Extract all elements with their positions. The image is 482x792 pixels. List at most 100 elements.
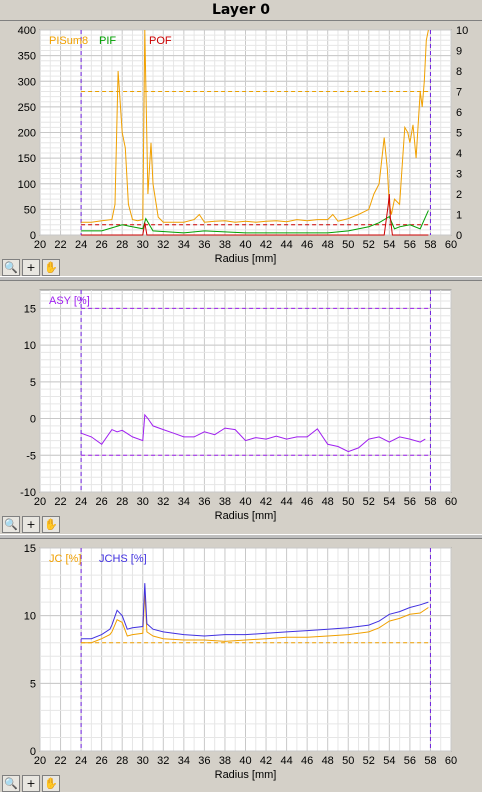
jc-chart[interactable]: 20 22 24 26 28 30 32 34 36 38 40 42 44 46 48 50 52 54 56 58… — [0, 539, 482, 791]
x-tick-label: 42 — [260, 496, 272, 508]
x-tick-label: 48 — [322, 755, 334, 767]
y2-tick-label: 4 — [456, 148, 462, 160]
legend-entry: JC [%] — [49, 553, 81, 565]
x-tick-label: 20 — [34, 239, 46, 251]
y-tick-label: 400 — [18, 25, 36, 37]
x-tick-label: 44 — [280, 496, 292, 508]
y2-tick-label: 7 — [456, 87, 462, 99]
x-tick-label: 50 — [342, 755, 354, 767]
x-tick-label: 58 — [424, 239, 436, 251]
y-tick-label: 0 — [30, 230, 36, 242]
x-tick-label: 44 — [280, 239, 292, 251]
x-tick-label: 42 — [260, 239, 272, 251]
legend-entry: PIF — [99, 35, 116, 47]
x-tick-label: 58 — [424, 755, 436, 767]
hand-icon[interactable]: ✋ — [42, 259, 60, 276]
y2-tick-label: 3 — [456, 169, 462, 181]
x-tick-label: 54 — [383, 239, 395, 251]
x-tick-label: 56 — [404, 755, 416, 767]
x-tick-label: 22 — [54, 239, 66, 251]
x-tick-label: 54 — [383, 755, 395, 767]
magnifier-icon[interactable]: 🔍 — [2, 775, 20, 792]
x-tick-label: 34 — [178, 239, 190, 251]
y2-tick-label: 2 — [456, 189, 462, 201]
x-tick-label: 50 — [342, 496, 354, 508]
x-tick-label: 46 — [301, 496, 313, 508]
y2-tick-label: 10 — [456, 25, 468, 37]
y-tick-label: 100 — [18, 179, 36, 191]
x-tick-label: 34 — [178, 496, 190, 508]
legend-entry: JCHS [%] — [99, 553, 147, 565]
splitter[interactable] — [0, 534, 482, 539]
hand-icon[interactable]: ✋ — [42, 516, 60, 533]
y-tick-label: 250 — [18, 102, 36, 114]
x-tick-label: 30 — [137, 239, 149, 251]
x-tick-label: 60 — [445, 239, 457, 251]
x-axis-label: Radius [mm] — [215, 769, 277, 781]
x-tick-label: 26 — [96, 755, 108, 767]
legend-entry: POF — [149, 35, 172, 47]
x-tick-label: 28 — [116, 755, 128, 767]
splitter[interactable] — [0, 276, 482, 281]
legend-entry: PISum8 — [49, 35, 88, 47]
x-tick-label: 30 — [137, 496, 149, 508]
legend-entry: ASY [%] — [49, 295, 90, 307]
x-tick-label: 28 — [116, 239, 128, 251]
x-tick-label: 52 — [363, 496, 375, 508]
y2-tick-label: 1 — [456, 210, 462, 222]
y-tick-label: 15 — [24, 543, 36, 555]
y-tick-label: 10 — [24, 611, 36, 623]
x-tick-label: 42 — [260, 755, 272, 767]
chart-toolbar: 🔍 + ✋ — [2, 516, 60, 533]
x-tick-label: 26 — [96, 239, 108, 251]
x-tick-label: 20 — [34, 496, 46, 508]
x-tick-label: 36 — [198, 239, 210, 251]
x-tick-label: 38 — [219, 239, 231, 251]
series-line-0 — [80, 413, 426, 453]
x-axis-label: Radius [mm] — [215, 253, 277, 265]
y-tick-label: 50 — [24, 204, 36, 216]
pisum-chart[interactable]: 20 22 24 26 28 30 32 34 36 38 40 42 44 46 48 50 52 54 56 58… — [0, 21, 482, 276]
chart-panel-asy: 20 22 24 26 28 30 32 34 36 38 40 42 44 46 48 50 52 54 56 58… — [0, 281, 482, 534]
x-tick-label: 56 — [404, 239, 416, 251]
x-tick-label: 52 — [363, 755, 375, 767]
x-tick-label: 32 — [157, 496, 169, 508]
x-tick-label: 44 — [280, 755, 292, 767]
x-tick-label: 54 — [383, 496, 395, 508]
magnifier-icon[interactable]: 🔍 — [2, 516, 20, 533]
x-tick-label: 56 — [404, 496, 416, 508]
asy-chart[interactable]: 20 22 24 26 28 30 32 34 36 38 40 42 44 46 48 50 52 54 56 58… — [0, 281, 482, 534]
x-tick-label: 40 — [239, 496, 251, 508]
y2-tick-label: 8 — [456, 66, 462, 78]
x-tick-label: 60 — [445, 496, 457, 508]
y2-tick-label: 6 — [456, 107, 462, 119]
y-tick-label: 15 — [24, 303, 36, 315]
crosshair-icon[interactable]: + — [22, 516, 40, 533]
x-tick-label: 36 — [198, 755, 210, 767]
chart-panel-jc: 20 22 24 26 28 30 32 34 36 38 40 42 44 46 48 50 52 54 56 58… — [0, 539, 482, 792]
x-tick-label: 52 — [363, 239, 375, 251]
chart-panel-pisum: 20 22 24 26 28 30 32 34 36 38 40 42 44 46 48 50 52 54 56 58… — [0, 21, 482, 276]
x-tick-label: 46 — [301, 239, 313, 251]
crosshair-icon[interactable]: + — [22, 775, 40, 792]
x-tick-label: 30 — [137, 755, 149, 767]
x-tick-label: 32 — [157, 239, 169, 251]
x-tick-label: 48 — [322, 239, 334, 251]
x-tick-label: 50 — [342, 239, 354, 251]
x-tick-label: 48 — [322, 496, 334, 508]
y-tick-label: 10 — [24, 340, 36, 352]
y-tick-label: 150 — [18, 153, 36, 165]
chart-toolbar: 🔍 + ✋ — [2, 775, 60, 792]
y-tick-label: 300 — [18, 76, 36, 88]
x-tick-label: 24 — [75, 239, 87, 251]
hand-icon[interactable]: ✋ — [42, 775, 60, 792]
x-tick-label: 26 — [96, 496, 108, 508]
crosshair-icon[interactable]: + — [22, 259, 40, 276]
x-tick-label: 20 — [34, 755, 46, 767]
x-tick-label: 38 — [219, 755, 231, 767]
x-tick-label: 40 — [239, 239, 251, 251]
magnifier-icon[interactable]: 🔍 — [2, 259, 20, 276]
x-tick-label: 24 — [75, 755, 87, 767]
x-tick-label: 34 — [178, 755, 190, 767]
x-tick-label: 40 — [239, 755, 251, 767]
